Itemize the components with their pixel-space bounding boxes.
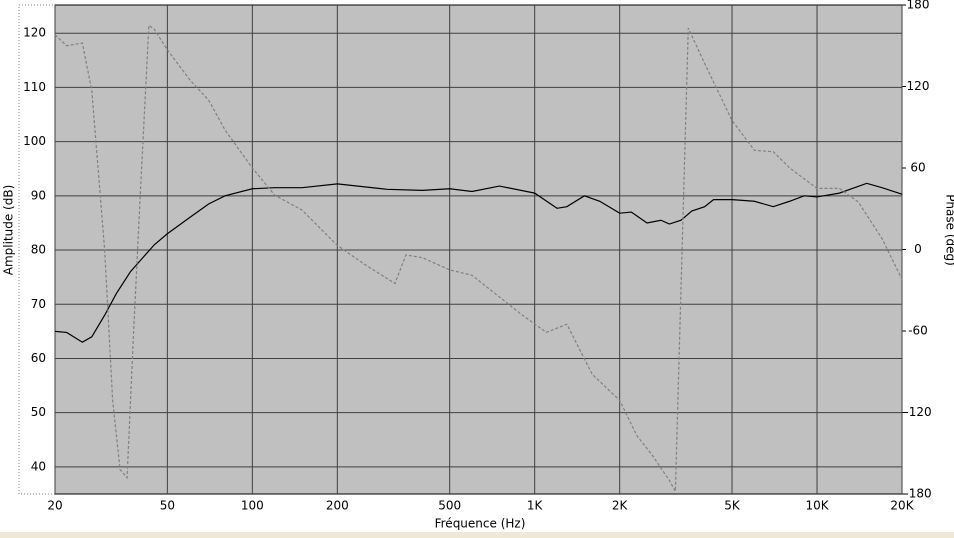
y2-tick-label: 180 xyxy=(907,0,930,12)
y-tick-label: 60 xyxy=(31,351,46,365)
x-tick-label: 50 xyxy=(160,499,175,513)
y2-tick-label: 120 xyxy=(907,79,930,93)
y-tick-label: 40 xyxy=(31,459,46,473)
series-line xyxy=(54,182,903,343)
y2-axis-title: Phase (deg) xyxy=(944,194,954,266)
y-tick-label: 120 xyxy=(23,26,46,40)
y-tick-label: 70 xyxy=(31,297,46,311)
x-tick-label: 100 xyxy=(241,499,264,513)
x-tick-label: 20 xyxy=(47,499,62,513)
y2-tick-label: -60 xyxy=(908,324,928,338)
y-tick-label: 80 xyxy=(31,243,46,257)
axis-frame xyxy=(18,4,56,495)
x-tick-label: 2K xyxy=(612,499,629,513)
x-tick-label: 10K xyxy=(805,499,829,513)
x-tick-label: 5K xyxy=(724,499,741,513)
y-tick-label: 90 xyxy=(31,188,46,202)
y-tick-label: 110 xyxy=(23,80,46,94)
x-tick-label: 20K xyxy=(890,499,914,513)
status-strip xyxy=(0,532,954,538)
y-axis-title: Amplitude (dB) xyxy=(2,185,16,276)
x-tick-label: 1K xyxy=(527,499,544,513)
x-tick-label: 500 xyxy=(438,499,461,513)
series-line xyxy=(54,24,903,494)
x-tick-label: 200 xyxy=(326,499,349,513)
x-axis-title: Fréquence (Hz) xyxy=(435,517,526,531)
plot-area xyxy=(54,4,903,495)
y2-tick-label: -120 xyxy=(904,405,931,419)
y-tick-label: 50 xyxy=(31,405,46,419)
y2-tick-label: -180 xyxy=(904,487,931,501)
y-tick-label: 100 xyxy=(23,134,46,148)
y2-tick-label: 0 xyxy=(914,242,922,256)
y2-tick-label: 60 xyxy=(910,161,925,175)
